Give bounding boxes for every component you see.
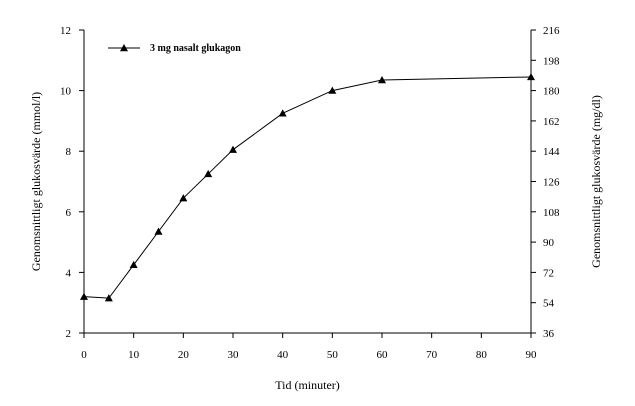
right-y-axis-title: Genomsnittligt glukosvärde (mg/dl) bbox=[589, 95, 603, 268]
x-tick-label: 60 bbox=[377, 349, 389, 361]
x-tick-label: 0 bbox=[81, 349, 87, 361]
axes bbox=[83, 30, 532, 334]
data-point-marker bbox=[378, 75, 386, 84]
left-y-ticks: 2 4 6 8 10 12 bbox=[60, 25, 84, 340]
data-point-marker bbox=[179, 194, 188, 202]
right-y-tick-label: 162 bbox=[543, 116, 560, 128]
legend-label: 3 mg nasalt glukagon bbox=[150, 43, 241, 54]
right-y-tick-label: 72 bbox=[543, 267, 554, 279]
x-tick-label: 10 bbox=[128, 349, 140, 361]
x-ticks: 0 10 20 30 40 50 60 70 80 90 bbox=[81, 333, 537, 361]
series-line bbox=[83, 76, 532, 299]
data-point-marker bbox=[129, 260, 138, 269]
left-y-tick-label: 8 bbox=[66, 146, 72, 158]
series-layer bbox=[80, 72, 535, 302]
data-point-marker bbox=[278, 109, 287, 117]
right-y-tick-label: 180 bbox=[543, 86, 560, 98]
data-point-marker bbox=[154, 227, 163, 235]
x-tick-label: 50 bbox=[327, 349, 339, 361]
x-tick-label: 20 bbox=[178, 349, 190, 361]
right-y-tick-label: 108 bbox=[543, 207, 560, 219]
right-y-tick-label: 54 bbox=[543, 298, 555, 310]
data-point-marker bbox=[104, 294, 113, 302]
left-y-tick-label: 2 bbox=[66, 328, 72, 340]
x-tick-label: 40 bbox=[277, 349, 289, 361]
legend: 3 mg nasalt glukagon bbox=[108, 43, 241, 54]
data-point-marker bbox=[527, 72, 535, 81]
legend-triangle-marker bbox=[120, 44, 128, 52]
left-y-tick-label: 10 bbox=[60, 86, 72, 98]
left-y-tick-label: 4 bbox=[66, 267, 72, 279]
right-y-tick-label: 90 bbox=[543, 237, 555, 249]
data-point-marker bbox=[229, 145, 237, 153]
right-y-tick-label: 144 bbox=[543, 146, 560, 158]
x-tick-label: 30 bbox=[228, 349, 240, 361]
x-tick-label: 70 bbox=[426, 349, 438, 361]
data-point-marker bbox=[328, 86, 337, 94]
data-point-marker bbox=[80, 292, 88, 300]
right-y-tick-label: 216 bbox=[543, 25, 560, 37]
left-y-tick-label: 6 bbox=[66, 207, 72, 219]
right-y-tick-label: 126 bbox=[543, 177, 560, 189]
x-axis-title: Tid (minuter) bbox=[275, 378, 340, 392]
data-point-marker bbox=[204, 169, 213, 178]
left-y-tick-label: 12 bbox=[60, 25, 71, 37]
right-y-ticks: 36 54 72 90 108 126 144 162 180 198 216 bbox=[531, 25, 560, 340]
right-y-tick-label: 36 bbox=[543, 328, 555, 340]
left-y-axis-title: Genomsnittligt glukosvärde (mmol/l) bbox=[29, 92, 43, 271]
right-y-tick-label: 198 bbox=[543, 55, 560, 67]
x-tick-label: 80 bbox=[476, 349, 488, 361]
x-tick-label: 90 bbox=[526, 349, 538, 361]
